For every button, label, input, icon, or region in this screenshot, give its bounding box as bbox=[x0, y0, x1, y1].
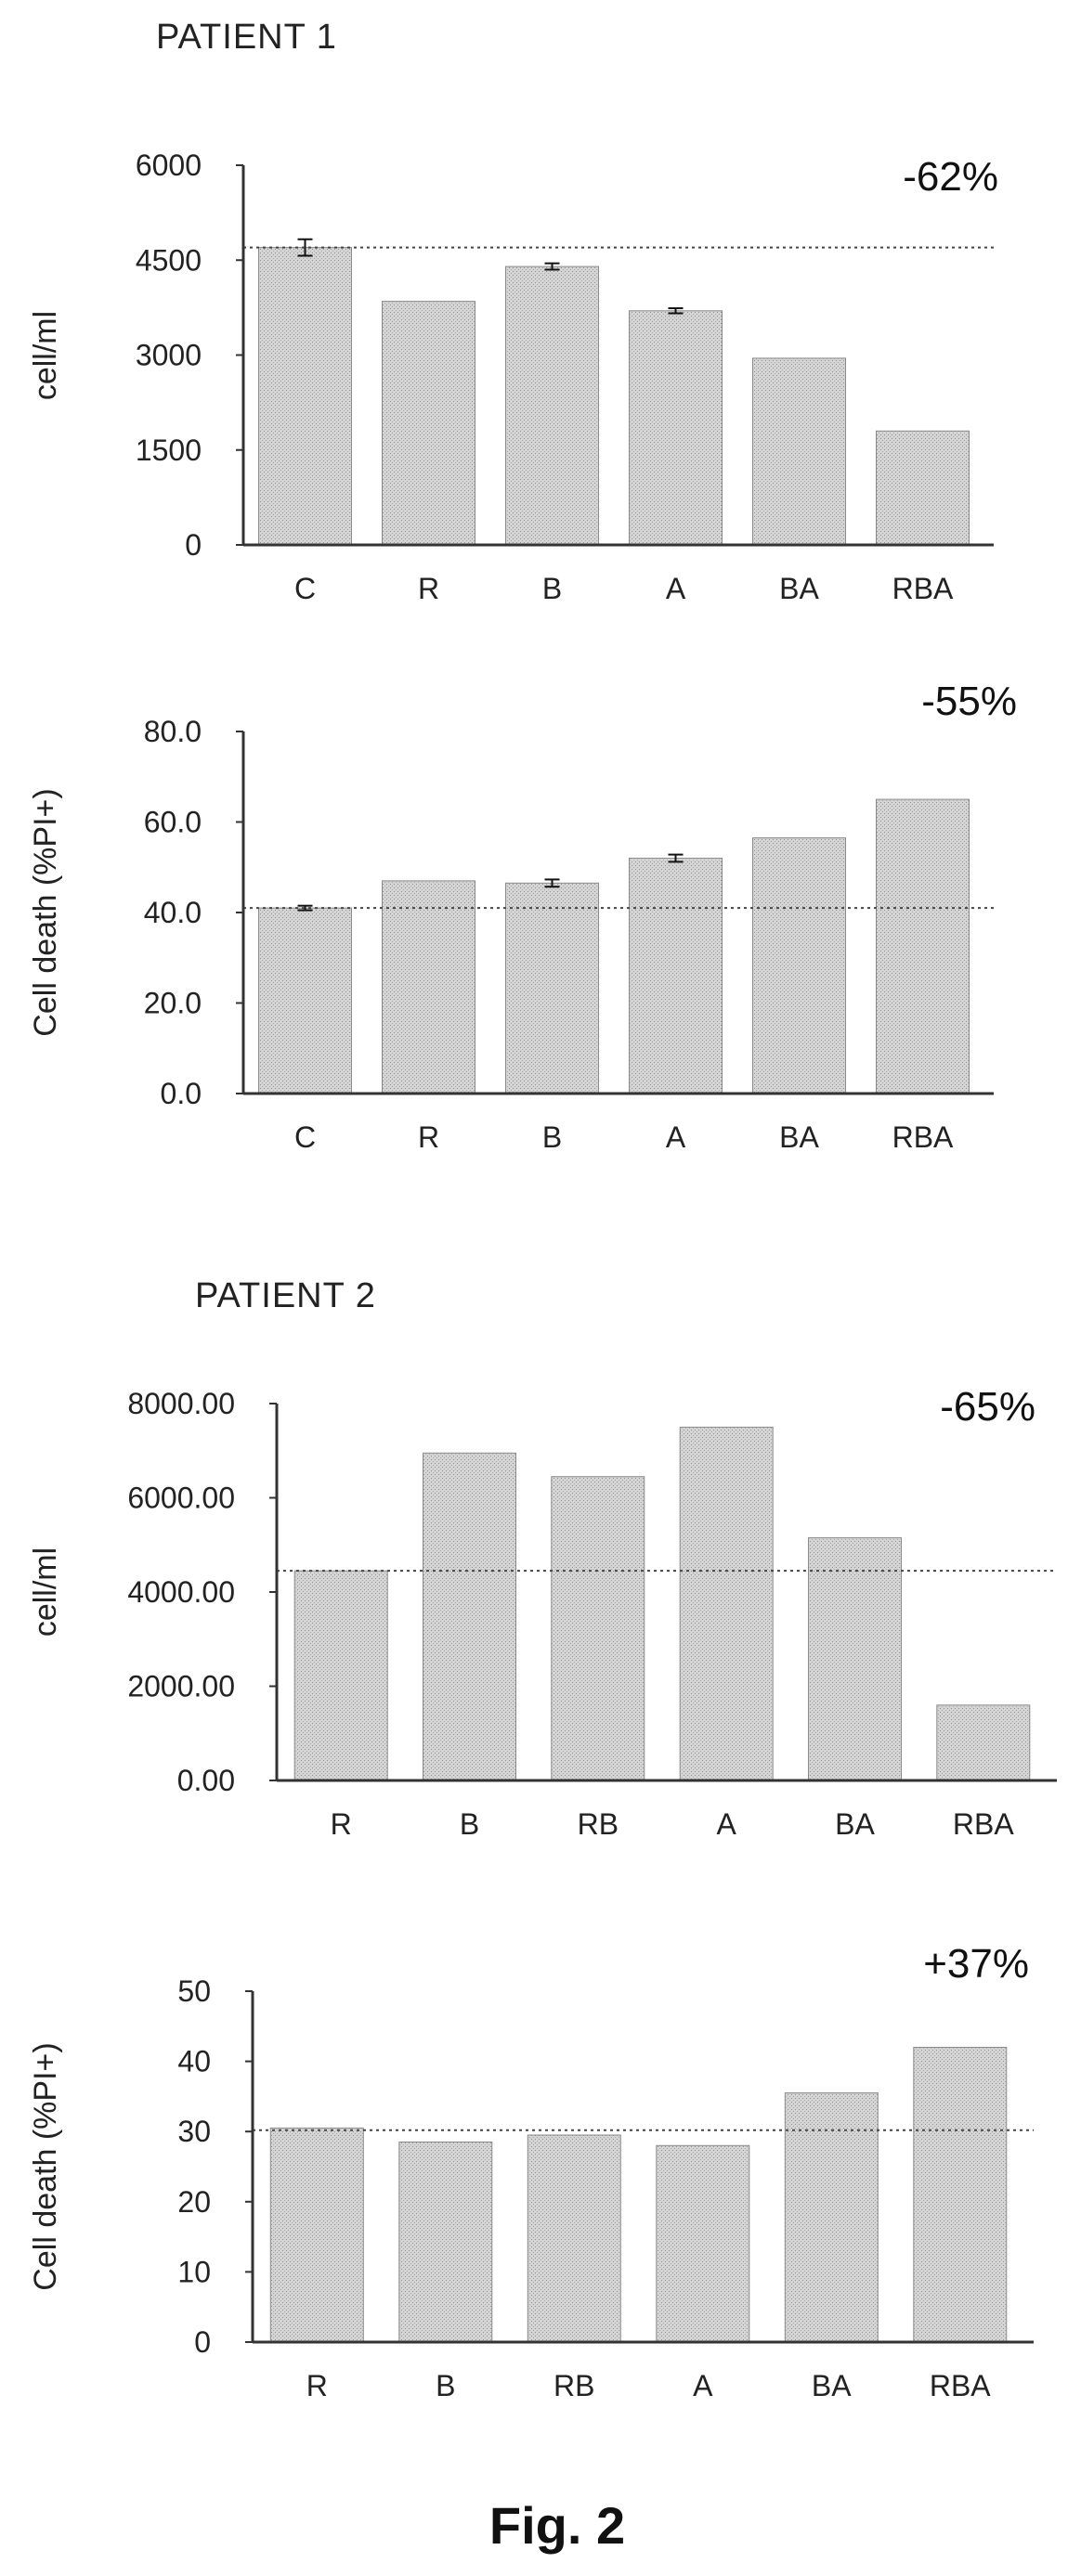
y-tick-label: 0 bbox=[185, 528, 202, 562]
y-tick-label: 80.0 bbox=[144, 715, 202, 748]
bar-c bbox=[258, 907, 352, 1094]
bar-r bbox=[382, 880, 475, 1094]
y-tick-label: 0.0 bbox=[161, 1077, 202, 1110]
percent-change-annotation: -55% bbox=[921, 679, 1017, 724]
bar-ba bbox=[752, 837, 846, 1094]
figure-caption: Fig. 2 bbox=[489, 2496, 625, 2555]
y-axis-label: Cell death (%PI+) bbox=[28, 788, 63, 1036]
bar-r bbox=[382, 301, 475, 546]
category-label: B bbox=[460, 1807, 479, 1841]
percent-change-annotation: +37% bbox=[923, 1941, 1029, 1987]
bar-b bbox=[423, 1452, 516, 1781]
category-label: RBA bbox=[953, 1807, 1014, 1841]
bar-a bbox=[629, 858, 723, 1094]
category-label: A bbox=[666, 1120, 686, 1154]
category-label: BA bbox=[812, 2369, 852, 2402]
y-tick-label: 30 bbox=[177, 2115, 211, 2148]
bar-rba bbox=[876, 430, 970, 546]
category-label: RB bbox=[554, 2369, 594, 2402]
bar-rb bbox=[551, 1476, 645, 1781]
bar-rba bbox=[913, 2047, 1008, 2343]
category-label: BA bbox=[835, 1807, 875, 1841]
category-label: C bbox=[294, 572, 316, 605]
y-tick-label: 20.0 bbox=[144, 987, 202, 1020]
category-label: A bbox=[716, 1807, 736, 1841]
category-label: R bbox=[306, 2369, 328, 2402]
y-tick-label: 40.0 bbox=[144, 896, 202, 929]
category-label: B bbox=[542, 1120, 562, 1154]
category-label: B bbox=[436, 2369, 455, 2402]
bar-b bbox=[505, 265, 599, 546]
bar-a bbox=[679, 1426, 774, 1781]
bar-a bbox=[629, 310, 723, 546]
y-tick-label: 0 bbox=[194, 2325, 211, 2359]
bar-r bbox=[269, 2127, 364, 2343]
percent-change-annotation: -65% bbox=[940, 1384, 1035, 1430]
bar-rb bbox=[527, 2134, 621, 2343]
y-tick-label: 60.0 bbox=[144, 806, 202, 839]
y-tick-label: 1500 bbox=[136, 434, 202, 467]
y-tick-label: 8000.00 bbox=[127, 1387, 235, 1420]
y-axis-label: cell/ml bbox=[28, 311, 63, 400]
y-tick-label: 2000.00 bbox=[127, 1670, 235, 1703]
bar-ba bbox=[784, 2092, 879, 2343]
category-label: R bbox=[418, 572, 439, 605]
category-label: C bbox=[294, 1120, 316, 1154]
y-axis-label: cell/ml bbox=[28, 1547, 63, 1637]
bar-a bbox=[656, 2144, 750, 2343]
y-tick-label: 4000.00 bbox=[127, 1575, 235, 1609]
y-tick-label: 40 bbox=[177, 2045, 211, 2078]
y-tick-label: 50 bbox=[177, 1974, 211, 2008]
y-tick-label: 3000 bbox=[136, 339, 202, 372]
bar-c bbox=[258, 247, 352, 546]
category-label: R bbox=[331, 1807, 352, 1841]
category-label: R bbox=[418, 1120, 439, 1154]
chart-patient2-cell-count: R B RB A BA RBA0.002000.004000.006000.008000.… bbox=[28, 1384, 1057, 1841]
category-label: A bbox=[666, 572, 686, 605]
bar-ba bbox=[752, 357, 846, 546]
y-axis-label: Cell death (%PI+) bbox=[28, 2042, 63, 2290]
category-label: RBA bbox=[892, 572, 954, 605]
category-label: BA bbox=[779, 1120, 819, 1154]
percent-change-annotation: -62% bbox=[903, 154, 998, 200]
bar-ba bbox=[808, 1537, 902, 1781]
category-label: RBA bbox=[930, 2369, 991, 2402]
bar-b bbox=[505, 882, 599, 1094]
category-label: A bbox=[693, 2369, 713, 2402]
y-tick-label: 6000.00 bbox=[127, 1482, 235, 1515]
category-label: B bbox=[542, 572, 562, 605]
category-label: RB bbox=[578, 1807, 619, 1841]
category-label: RBA bbox=[892, 1120, 954, 1154]
category-label: BA bbox=[779, 572, 819, 605]
bar-r bbox=[293, 1570, 388, 1781]
y-tick-label: 4500 bbox=[136, 243, 202, 277]
y-tick-label: 10 bbox=[177, 2255, 211, 2288]
y-tick-label: 6000 bbox=[136, 149, 202, 182]
bar-rba bbox=[876, 798, 970, 1094]
patient-2-label: PATIENT 2 bbox=[195, 1276, 376, 1315]
y-tick-label: 0.00 bbox=[177, 1764, 235, 1797]
bar-b bbox=[398, 2142, 493, 2343]
bar-rba bbox=[936, 1704, 1031, 1781]
y-tick-label: 20 bbox=[177, 2185, 211, 2219]
patient-1-label: PATIENT 1 bbox=[156, 18, 337, 57]
